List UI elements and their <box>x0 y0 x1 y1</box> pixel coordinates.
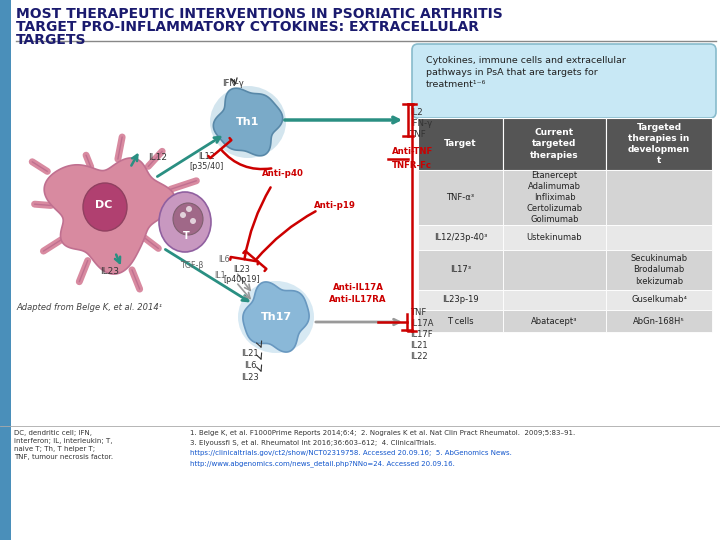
Bar <box>418 290 503 310</box>
Ellipse shape <box>190 218 196 224</box>
Bar <box>606 290 712 310</box>
Polygon shape <box>213 88 283 156</box>
Text: T: T <box>183 231 189 241</box>
Text: IL12/23p-40³: IL12/23p-40³ <box>434 233 487 242</box>
Bar <box>418 170 503 225</box>
Text: http://www.abgenomics.com/news_detail.php?NNo=24. Accessed 20.09.16.: http://www.abgenomics.com/news_detail.ph… <box>190 460 455 467</box>
Text: TNF-α³: TNF-α³ <box>446 193 474 202</box>
Bar <box>606 225 712 250</box>
Ellipse shape <box>186 206 192 212</box>
Text: Abatacept³: Abatacept³ <box>531 316 577 326</box>
Ellipse shape <box>159 192 211 252</box>
FancyBboxPatch shape <box>412 44 716 118</box>
Text: IL23: IL23 <box>241 373 259 381</box>
Text: Anti-IL17RA: Anti-IL17RA <box>329 295 387 305</box>
Text: Secukinumab
Brodalumab
Ixekizumab: Secukinumab Brodalumab Ixekizumab <box>631 254 688 286</box>
Text: IL1: IL1 <box>214 272 226 280</box>
Text: IL23
[p40p19]: IL23 [p40p19] <box>224 265 261 285</box>
Bar <box>503 310 606 332</box>
Text: TNFR-Fc: TNFR-Fc <box>392 160 432 170</box>
Text: Anti-p19: Anti-p19 <box>314 200 356 210</box>
Text: IL2
IFN-γ
TNF: IL2 IFN-γ TNF <box>410 108 432 139</box>
Text: Th17: Th17 <box>261 312 292 322</box>
Text: IL21: IL21 <box>241 348 258 357</box>
Text: Guselkumab⁴: Guselkumab⁴ <box>631 295 687 305</box>
Text: IL23p-19: IL23p-19 <box>442 295 479 305</box>
Text: IL17³: IL17³ <box>450 266 471 274</box>
Text: IL12
[p35/40]: IL12 [p35/40] <box>190 152 224 171</box>
Text: IL6: IL6 <box>218 255 230 265</box>
Ellipse shape <box>180 212 186 218</box>
Bar <box>606 170 712 225</box>
Text: Anti-p40: Anti-p40 <box>262 168 304 178</box>
Text: TARGETS: TARGETS <box>16 33 86 47</box>
Bar <box>503 250 606 290</box>
Text: 3. Elyoussfi S, et al. Rheumatol Int 2016;36:603–612;  4. ClinicalTrials.: 3. Elyoussfi S, et al. Rheumatol Int 201… <box>190 440 436 446</box>
Text: MOST THERAPEUTIC INTERVENTIONS IN PSORIATIC ARTHRITIS: MOST THERAPEUTIC INTERVENTIONS IN PSORIA… <box>16 7 503 21</box>
Text: Target: Target <box>444 139 477 148</box>
Bar <box>503 118 606 170</box>
Text: DC, dendritic cell; IFN,
interferon; IL, interleukin; T,
naive T; Th, T helper T: DC, dendritic cell; IFN, interferon; IL,… <box>14 430 113 460</box>
Text: IL6: IL6 <box>244 361 256 369</box>
Text: Etanercept
Adalimumab
Infliximab
Certolizumab
Golimumab: Etanercept Adalimumab Infliximab Certoli… <box>526 171 582 224</box>
Text: AbGn-168H⁵: AbGn-168H⁵ <box>633 316 685 326</box>
Text: TNF
IL17A
IL17F
IL21
IL22: TNF IL17A IL17F IL21 IL22 <box>410 308 433 361</box>
Text: Ustekinumab: Ustekinumab <box>527 233 582 242</box>
Ellipse shape <box>238 281 314 353</box>
Bar <box>503 170 606 225</box>
Text: https://clinicaltrials.gov/ct2/show/NCT02319758. Accessed 20.09.16;  5. AbGenomi: https://clinicaltrials.gov/ct2/show/NCT0… <box>190 450 512 456</box>
Ellipse shape <box>173 203 203 235</box>
Ellipse shape <box>83 183 127 231</box>
Bar <box>418 118 503 170</box>
Text: Th1: Th1 <box>236 117 260 127</box>
Text: IFN-γ: IFN-γ <box>222 79 244 88</box>
Text: TARGET PRO-INFLAMMATORY CYTOKINES: EXTRACELLULAR: TARGET PRO-INFLAMMATORY CYTOKINES: EXTRA… <box>16 20 479 34</box>
Bar <box>606 310 712 332</box>
Polygon shape <box>44 158 175 274</box>
Text: Anti-IL17A: Anti-IL17A <box>333 282 384 292</box>
Ellipse shape <box>210 86 286 158</box>
Bar <box>418 310 503 332</box>
Text: Targeted
therapies in
developmen
t: Targeted therapies in developmen t <box>628 123 690 165</box>
Text: TGF-β: TGF-β <box>180 261 204 271</box>
Text: DC: DC <box>95 200 113 210</box>
Bar <box>418 250 503 290</box>
Text: IL23: IL23 <box>100 267 119 276</box>
Text: Adapted from Belge K, et al. 2014¹: Adapted from Belge K, et al. 2014¹ <box>16 303 162 313</box>
Polygon shape <box>243 282 309 352</box>
Bar <box>503 290 606 310</box>
Text: Anti-TNF: Anti-TNF <box>392 147 433 157</box>
Bar <box>0 0 11 540</box>
Text: IL12: IL12 <box>148 153 167 163</box>
Bar <box>503 225 606 250</box>
Bar <box>418 225 503 250</box>
Text: Current
targeted
therapies: Current targeted therapies <box>530 129 579 160</box>
Bar <box>606 118 712 170</box>
Text: T cells: T cells <box>447 316 474 326</box>
Bar <box>606 250 712 290</box>
Text: Cytokines, immune cells and extracellular
pathways in PsA that are targets for
t: Cytokines, immune cells and extracellula… <box>426 56 626 89</box>
Text: 1. Belge K, et al. F1000Prime Reports 2014;6:4;  2. Nograles K et al. Nat Clin P: 1. Belge K, et al. F1000Prime Reports 20… <box>190 430 575 436</box>
